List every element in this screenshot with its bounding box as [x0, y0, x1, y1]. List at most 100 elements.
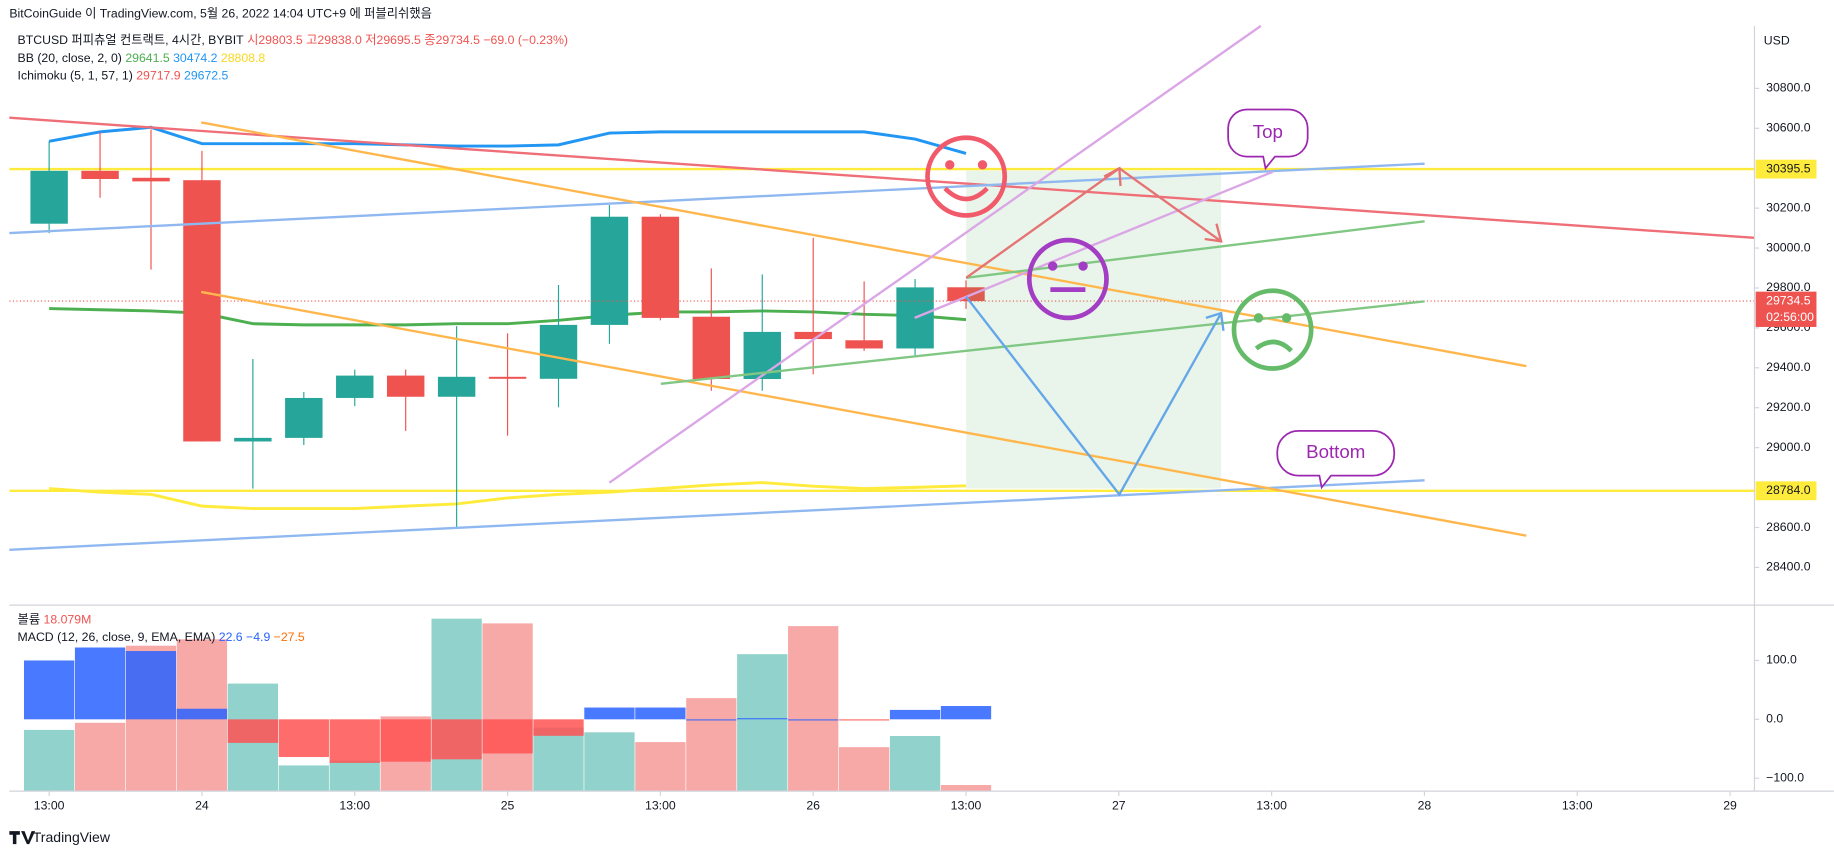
indicator: BB (20, close, 2, 0)	[18, 51, 122, 65]
volume-bar	[23, 729, 75, 792]
candle-body	[285, 397, 323, 438]
price-label-bg	[1755, 481, 1817, 501]
macd-bar	[838, 719, 890, 721]
macd-bar	[940, 706, 992, 720]
candle-body	[845, 340, 883, 349]
volume-bar	[940, 785, 992, 792]
plot	[9, 125, 1755, 792]
drawings	[9, 24, 1755, 551]
x-tick-label: 25	[501, 799, 515, 813]
value: 28808.8	[221, 51, 266, 65]
countdown: 02:56:00	[1766, 310, 1814, 324]
y-tick-label: 28600.0	[1766, 520, 1811, 534]
x-tick-label: 28	[1418, 799, 1432, 813]
published: BitCoinGuide 이 TradingView.com, 5월 26, 2…	[9, 5, 432, 20]
arrow-head	[1204, 223, 1223, 243]
candle-body	[437, 376, 476, 397]
annotation: Top	[1253, 121, 1283, 142]
y-tick-label: 30000.0	[1766, 240, 1811, 254]
trendline	[9, 116, 1755, 239]
sad-face	[1231, 288, 1314, 371]
y-tick-label: 29400.0	[1766, 360, 1811, 374]
volume-bar	[889, 736, 941, 792]
price-label: 28784.0	[1766, 483, 1811, 497]
x-tick-label: 26	[806, 799, 820, 813]
candle-body	[234, 437, 272, 442]
x-tick-label: 13:00	[951, 799, 982, 813]
ohlc: 저29695.5	[365, 33, 421, 47]
y-tick-label: −100.0	[1766, 770, 1804, 784]
unit: USD	[1764, 33, 1790, 47]
value: 29641.5	[125, 51, 170, 65]
volume-bar	[431, 618, 482, 792]
trendline	[9, 479, 1425, 551]
macd-bar	[584, 707, 635, 720]
y-tick-label: 29800.0	[1766, 280, 1811, 294]
value: −4.9	[246, 630, 270, 644]
price-label: 29734.5	[1766, 293, 1811, 307]
candle-body	[947, 287, 985, 302]
macd-bar	[635, 707, 686, 720]
candle-body	[30, 170, 68, 224]
arrow-head	[1103, 166, 1122, 187]
change: −69.0 (−0.23%)	[483, 33, 568, 47]
symbol: BTCUSD 퍼피츄얼 컨트랙트, 4시간, BYBIT	[18, 33, 245, 47]
range-box	[966, 170, 1222, 489]
indicator: MACD (12, 26, close, 9, EMA, EMA)	[18, 630, 216, 644]
price-label-bg	[1755, 291, 1817, 327]
candle-body	[81, 170, 119, 179]
y-tick-label: 29200.0	[1766, 400, 1811, 414]
legend: MACD (12, 26, close, 9, EMA, EMA) 22.6 −…	[18, 630, 305, 644]
macd-bar	[686, 719, 737, 721]
candle-body	[488, 376, 527, 379]
callout	[1276, 430, 1396, 490]
volume-bar	[533, 727, 584, 792]
trendline	[660, 300, 1425, 385]
macd-bar	[23, 660, 75, 720]
x-tick-label: 13:00	[645, 799, 676, 813]
macd-bar	[74, 647, 126, 720]
value: 29717.9	[136, 69, 181, 83]
volume-bar	[788, 626, 839, 792]
volume-bar	[482, 623, 533, 792]
value: −27.5	[274, 630, 305, 644]
y-tick-label: 30600.0	[1766, 121, 1811, 135]
candle-body	[590, 216, 629, 325]
macd-bar	[431, 719, 482, 760]
candle-body	[641, 216, 680, 318]
x-tick-label: 13:00	[339, 799, 370, 813]
value: 30474.2	[173, 51, 218, 65]
volume-bar	[635, 742, 686, 792]
trendline	[965, 220, 1425, 280]
y-tick-label: 100.0	[1766, 653, 1797, 667]
volume-bar	[278, 765, 329, 792]
volume-bar	[737, 654, 788, 792]
value: 18.079M	[44, 613, 92, 627]
x-tick-label: 13:00	[34, 799, 65, 813]
trendline	[200, 121, 1527, 368]
macd-bar	[176, 708, 228, 720]
volume-bar	[584, 732, 635, 792]
y-tick-label: 30200.0	[1766, 200, 1811, 214]
macd-bar	[227, 719, 279, 743]
arrow-head	[1205, 311, 1225, 331]
ohlc: 종29734.5	[424, 33, 480, 47]
x-tick-label: 13:00	[1256, 799, 1287, 813]
price-label-bg	[1755, 159, 1817, 179]
volume-bar	[838, 747, 890, 792]
macd-bar	[533, 719, 584, 736]
volume-bar	[74, 722, 126, 792]
macd-bar	[482, 719, 533, 754]
candle-body	[132, 177, 170, 182]
indicator-line	[49, 481, 967, 511]
callout	[1227, 108, 1309, 171]
candle-body	[183, 180, 221, 442]
y-tick-label: 28400.0	[1766, 560, 1811, 574]
indicator-line	[48, 125, 967, 155]
annotation: Bottom	[1306, 441, 1365, 462]
macd-bar	[737, 718, 788, 720]
macd-bar	[380, 719, 431, 762]
x-tick-label: 24	[195, 799, 209, 813]
candle-body	[386, 375, 425, 397]
